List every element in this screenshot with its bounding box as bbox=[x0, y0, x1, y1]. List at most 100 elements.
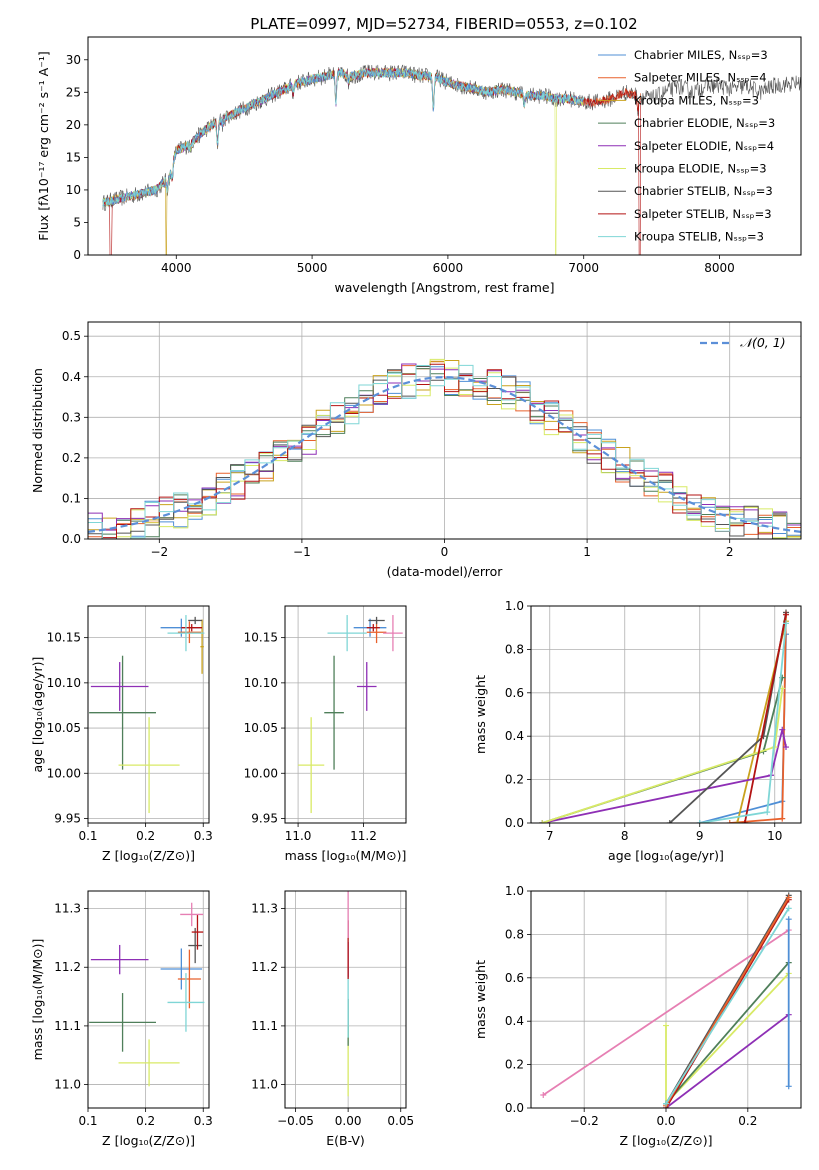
mass-weight-marker-kroupa_stelib bbox=[696, 820, 703, 823]
y-tick-label: 0.0 bbox=[505, 816, 524, 830]
y-tick-label: 0.2 bbox=[62, 451, 81, 465]
y-tick-label: 9.95 bbox=[251, 811, 278, 825]
y-tick-label: 10.05 bbox=[244, 721, 278, 735]
mass-weight-marker-salpeter_stelib bbox=[741, 820, 748, 823]
y-tick-label: 11.3 bbox=[251, 902, 278, 916]
mass-weight-marker-salpeter_stelib bbox=[783, 611, 789, 618]
y-axis-label: mass weight bbox=[473, 960, 488, 1039]
mass-weight-line-chabrier_elodie bbox=[665, 962, 790, 1105]
x-tick-label: 0.00 bbox=[335, 1114, 362, 1128]
z-age-frame bbox=[87, 605, 210, 824]
y-tick-label: 0.8 bbox=[505, 927, 524, 941]
mass-weight-line-salpeter_miles bbox=[729, 612, 787, 823]
y-axis-label: age [log₁₀(age/yr)] bbox=[30, 657, 45, 773]
mass-weight-line-chabrier_stelib bbox=[665, 894, 790, 1105]
z-massweight-frame bbox=[530, 890, 802, 1109]
spectrum-panel: 4000 5000 6000 7000 8000 0 5 10 15 20 25 30 waveleng… bbox=[36, 36, 802, 295]
x-tick-label: 0.2 bbox=[136, 1114, 155, 1128]
mass-weight-marker-chabrier_stelib bbox=[666, 820, 673, 823]
z-mass-panel: 0.1 0.2 0.3 11.0 11.1 11.2 11.3 Z [log₁₀(Z/Z⊙)]… bbox=[30, 890, 213, 1148]
x-tick-label: 8000 bbox=[704, 261, 735, 275]
x-tick-label: 0.0 bbox=[656, 1114, 675, 1128]
y-tick-label: 0.2 bbox=[505, 773, 524, 787]
x-axis-label: (data-model)/error bbox=[387, 564, 504, 579]
y-tick-label: 5 bbox=[73, 215, 81, 229]
x-tick-label: 0 bbox=[441, 545, 449, 559]
x-tick-label: 6000 bbox=[433, 261, 464, 275]
mass-age-plot-area bbox=[298, 615, 403, 814]
x-tick-label: 10 bbox=[767, 829, 782, 843]
age-massweight-panel: 7 8 9 10 0.0 0.2 0.4 0.6 0.8 1.0 age [log₁₀(age/yr… bbox=[473, 599, 802, 863]
legend-entry-gaussian: 𝒩(0, 1) bbox=[740, 335, 786, 350]
spectrum-line-kroupa_stelib bbox=[102, 67, 584, 207]
y-tick-label: 11.1 bbox=[251, 1019, 278, 1033]
mass-weight-line-salpeter_elodie bbox=[665, 1013, 790, 1108]
x-tick-label: −0.05 bbox=[277, 1114, 314, 1128]
mass-weight-marker-chabrier_miles bbox=[785, 1083, 792, 1090]
ebv-mass-frame bbox=[284, 890, 407, 1109]
mass-weight-line-chabrier_elodie bbox=[542, 677, 784, 823]
x-tick-label: 7000 bbox=[568, 261, 599, 275]
spectrum-line-salpeter_stelib bbox=[102, 67, 641, 255]
age-massweight-plot-area bbox=[539, 609, 789, 823]
x-axis-label: mass [log₁₀(M/M⊙)] bbox=[285, 848, 407, 863]
y-tick-label: 0.6 bbox=[505, 971, 524, 985]
x-tick-label: 2 bbox=[726, 545, 734, 559]
legend-entry-chabrier_elodie: Chabrier ELODIE, Nₛₛₚ=3 bbox=[634, 116, 775, 130]
x-axis-label: wavelength [Angstrom, rest frame] bbox=[334, 280, 554, 295]
y-tick-label: 9.95 bbox=[54, 811, 81, 825]
y-tick-label: 1.0 bbox=[505, 599, 524, 613]
mass-weight-marker-salpeter_elodie bbox=[779, 726, 786, 733]
x-axis-label: E(B-V) bbox=[326, 1133, 365, 1148]
x-tick-label: 0.2 bbox=[738, 1114, 757, 1128]
z-massweight-plot-area bbox=[540, 892, 792, 1108]
mass-weight-marker-kroupa_miles bbox=[734, 820, 741, 823]
z-massweight-panel: −0.2 0.0 0.2 0.0 0.2 0.4 0.6 0.8 1.0 Z [log₁₀(Z/Z… bbox=[473, 884, 802, 1148]
y-tick-label: 0.8 bbox=[505, 642, 524, 656]
x-tick-label: 9 bbox=[696, 829, 704, 843]
mass-age-frame bbox=[284, 605, 407, 824]
mass-weight-marker-salpeter_elodie bbox=[783, 744, 789, 751]
mass-weight-marker-salpeter_miles bbox=[726, 820, 733, 823]
mass-weight-line-pink bbox=[542, 929, 790, 1096]
mass-weight-marker-kroupa_stelib bbox=[783, 620, 789, 627]
mass-weight-marker-kroupa_elodie bbox=[663, 1022, 669, 1029]
mass-weight-line-kroupa_elodie bbox=[542, 688, 784, 823]
mass-weight-marker-kroupa_stelib bbox=[663, 1100, 669, 1107]
x-tick-label: 0.05 bbox=[387, 1114, 414, 1128]
y-tick-label: 10.10 bbox=[244, 676, 278, 690]
mass-weight-line-salpeter_stelib bbox=[743, 614, 787, 823]
y-tick-label: 11.0 bbox=[54, 1078, 81, 1092]
y-tick-label: 11.2 bbox=[54, 960, 81, 974]
x-tick-label: 0.3 bbox=[194, 1114, 213, 1128]
x-tick-label: −2 bbox=[150, 545, 168, 559]
spectrum-plot-area bbox=[102, 64, 801, 255]
y-tick-label: 11.3 bbox=[54, 902, 81, 916]
y-tick-label: 10.05 bbox=[47, 721, 81, 735]
y-tick-label: 1.0 bbox=[505, 884, 524, 898]
y-tick-label: 0.4 bbox=[505, 729, 524, 743]
y-axis-label: mass weight bbox=[473, 675, 488, 754]
y-tick-label: 11.2 bbox=[251, 960, 278, 974]
mass-weight-marker-chabrier_miles bbox=[785, 916, 792, 923]
mass-weight-marker-kroupa_stelib bbox=[785, 905, 792, 912]
x-tick-label: 11.0 bbox=[285, 829, 312, 843]
legend-entry-salpeter_stelib: Salpeter STELIB, Nₛₛₚ=3 bbox=[634, 207, 772, 221]
legend-entry-salpeter_elodie: Salpeter ELODIE, Nₛₛₚ=4 bbox=[634, 139, 774, 153]
mass-age-panel: 11.0 11.2 9.95 10.00 10.05 10.10 10.15 mass [lo… bbox=[244, 605, 407, 863]
y-tick-label: 15 bbox=[66, 150, 81, 164]
x-tick-label: −1 bbox=[293, 545, 311, 559]
y-tick-label: 0.3 bbox=[62, 410, 81, 424]
x-tick-label: 4000 bbox=[161, 261, 192, 275]
residual-hist-plot-area bbox=[88, 358, 801, 539]
y-tick-label: 0.4 bbox=[62, 370, 81, 384]
x-tick-label: 11.2 bbox=[350, 829, 377, 843]
figure-title: PLATE=0997, MJD=52734, FIBERID=0553, z=0… bbox=[250, 15, 637, 33]
histogram-kroupa_stelib bbox=[88, 364, 801, 539]
y-tick-label: 10.10 bbox=[47, 676, 81, 690]
residual-hist-panel: −2 −1 0 1 2 0.0 0.1 0.2 0.3 0.4 0.5 (data-model)/er… bbox=[30, 321, 802, 579]
mass-weight-marker-salpeter_miles bbox=[785, 894, 792, 901]
y-tick-label: 0.6 bbox=[505, 686, 524, 700]
y-tick-label: 0.5 bbox=[62, 329, 81, 343]
